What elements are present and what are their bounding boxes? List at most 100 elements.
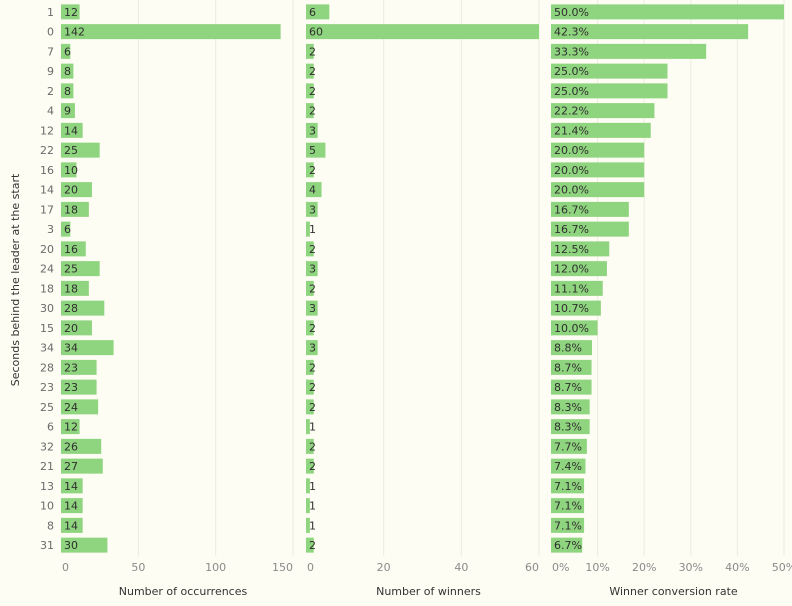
bar (551, 379, 592, 395)
tick-label: 40 (454, 561, 468, 574)
data-label: 2 (309, 85, 316, 98)
data-label: 1 (309, 421, 316, 434)
bar (61, 122, 83, 138)
bar (61, 438, 102, 454)
data-label: 25.0% (554, 85, 589, 98)
bar (61, 498, 83, 514)
tick-label: 20 (377, 561, 391, 574)
category-label: 2 (47, 85, 54, 98)
bar (306, 340, 318, 356)
bar (61, 517, 83, 533)
category-label: 0 (47, 26, 54, 39)
data-label: 2 (309, 45, 316, 58)
data-label: 12.0% (554, 263, 589, 276)
category-label: 1 (47, 6, 54, 19)
data-label: 1 (309, 480, 316, 493)
tick-label: 30% (679, 561, 703, 574)
tick-label: 100 (205, 561, 226, 574)
bar (306, 43, 314, 59)
data-label: 7.4% (554, 460, 582, 473)
bar (61, 241, 86, 257)
data-label: 2 (309, 440, 316, 453)
bar (551, 162, 645, 178)
data-label: 25 (64, 144, 78, 157)
category-label: 25 (40, 401, 54, 414)
tick-label: 10% (585, 561, 609, 574)
data-label: 25 (64, 263, 78, 276)
data-label: 9 (64, 105, 71, 118)
category-label: 18 (40, 282, 54, 295)
bar (306, 261, 318, 277)
category-label: 34 (40, 342, 54, 355)
tick-label: 50 (131, 561, 145, 574)
category-label: 17 (40, 203, 54, 216)
data-label: 3 (309, 203, 316, 216)
bar (306, 438, 314, 454)
bar (551, 4, 784, 20)
data-label: 8.3% (554, 421, 582, 434)
bar (306, 458, 314, 474)
data-label: 28 (64, 302, 78, 315)
data-label: 4 (309, 184, 316, 197)
bar (551, 458, 586, 474)
data-label: 2 (309, 460, 316, 473)
tick-label: 60 (525, 561, 539, 574)
bar (551, 517, 585, 533)
data-label: 2 (309, 243, 316, 256)
data-label: 8.7% (554, 381, 582, 394)
data-label: 7.1% (554, 519, 582, 532)
data-label: 23 (64, 361, 78, 374)
category-label: 15 (40, 322, 54, 335)
bar (551, 399, 590, 415)
bar (551, 280, 603, 296)
category-label: 4 (47, 105, 54, 118)
bar (551, 83, 668, 99)
data-label: 5 (309, 144, 316, 157)
bar (61, 320, 92, 336)
data-label: 33.3% (554, 45, 589, 58)
data-label: 7.7% (554, 440, 582, 453)
bar (551, 419, 590, 435)
category-label: 14 (40, 184, 54, 197)
data-label: 2 (309, 381, 316, 394)
data-label: 7.1% (554, 500, 582, 513)
data-label: 16.7% (554, 223, 589, 236)
bar (306, 399, 314, 415)
category-label: 13 (40, 480, 54, 493)
bar (61, 162, 77, 178)
bar (61, 103, 75, 119)
bar (551, 103, 655, 119)
data-label: 12 (64, 6, 78, 19)
data-label: 7.1% (554, 480, 582, 493)
bar (306, 221, 310, 237)
bar (551, 43, 707, 59)
data-label: 14 (64, 124, 78, 137)
bar (551, 498, 585, 514)
data-label: 34 (64, 342, 78, 355)
data-label: 2 (309, 164, 316, 177)
data-label: 2 (309, 105, 316, 118)
bar (551, 438, 587, 454)
bar (306, 4, 330, 20)
bar (551, 221, 629, 237)
data-label: 16.7% (554, 203, 589, 216)
data-label: 3 (309, 302, 316, 315)
data-label: 1 (309, 223, 316, 236)
data-label: 42.3% (554, 26, 589, 39)
chart-panels: 1079241222161417320241830153428232563221… (40, 0, 792, 598)
category-label: 16 (40, 164, 54, 177)
y-axis-title: Seconds behind the leader at the start (9, 173, 22, 386)
bar (61, 63, 74, 79)
tick-label: 150 (272, 561, 293, 574)
bar (306, 103, 314, 119)
category-label: 3 (47, 223, 54, 236)
bar (551, 122, 651, 138)
data-label: 18 (64, 203, 78, 216)
data-label: 8.7% (554, 361, 582, 374)
bar (551, 201, 629, 217)
bar (61, 419, 80, 435)
data-label: 6.7% (554, 539, 582, 552)
data-label: 25.0% (554, 65, 589, 78)
data-label: 14 (64, 519, 78, 532)
